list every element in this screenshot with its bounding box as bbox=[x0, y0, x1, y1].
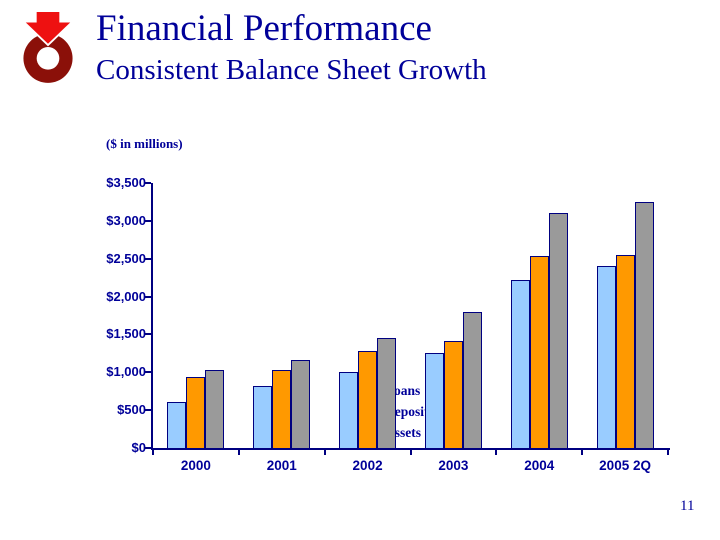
bar-loans-2004 bbox=[510, 279, 530, 448]
y-axis-tick-label: $3,500 bbox=[106, 175, 146, 190]
x-axis-tick bbox=[495, 450, 498, 455]
bar-loans-2000 bbox=[167, 401, 187, 448]
bar-assets-2002 bbox=[377, 338, 397, 448]
bar-loans-2003 bbox=[424, 352, 444, 448]
bar-deposits-2001 bbox=[272, 370, 292, 448]
logo-ring-hole bbox=[36, 47, 60, 70]
y-axis-tick-label: $2,500 bbox=[106, 250, 146, 266]
x-axis-tick-label: 2001 bbox=[266, 458, 297, 473]
y-axis-tick-label: $1,500 bbox=[106, 326, 146, 342]
bar-deposits-2005-2q bbox=[615, 254, 635, 448]
y-axis-tick-label: $3,000 bbox=[106, 212, 146, 228]
bar-assets-2000 bbox=[205, 370, 225, 448]
x-axis-tick-label: 2005 2Q bbox=[599, 458, 651, 473]
y-axis-tick-label: $500 bbox=[117, 402, 146, 418]
company-logo-icon bbox=[21, 10, 75, 83]
x-axis-tick bbox=[152, 450, 154, 455]
y-axis-tick bbox=[145, 371, 151, 374]
x-axis-tick bbox=[667, 450, 669, 455]
bar-deposits-2002 bbox=[358, 351, 378, 448]
bar-assets-2003 bbox=[462, 312, 482, 448]
bar-deposits-2000 bbox=[186, 376, 206, 448]
y-axis-tick-label: $1,000 bbox=[106, 364, 146, 380]
bar-loans-2005-2q bbox=[596, 265, 616, 448]
y-axis-tick bbox=[145, 447, 151, 449]
x-axis-tick-label: 2003 bbox=[438, 458, 469, 473]
y-axis-tick bbox=[145, 333, 151, 336]
y-axis-tick bbox=[145, 409, 151, 412]
bar-assets-2001 bbox=[291, 360, 311, 448]
x-axis-tick-label: 2004 bbox=[524, 458, 555, 473]
bar-loans-2001 bbox=[253, 385, 273, 448]
x-axis-tick-label: 2000 bbox=[180, 458, 211, 473]
bar-deposits-2004 bbox=[529, 256, 549, 448]
x-axis-tick bbox=[581, 450, 584, 455]
x-axis-line bbox=[151, 448, 670, 450]
y-axis-tick-label: $2,000 bbox=[106, 288, 146, 304]
y-axis-tick bbox=[145, 182, 151, 184]
bar-assets-2004 bbox=[548, 213, 568, 448]
bar-deposits-2003 bbox=[443, 340, 463, 448]
y-axis-line bbox=[151, 183, 153, 450]
x-axis-tick bbox=[237, 450, 240, 455]
x-axis-tick bbox=[323, 450, 326, 455]
y-axis-tick bbox=[145, 295, 151, 298]
plot-area: Loans Deposits Assets bbox=[145, 182, 670, 455]
slide-title: Financial Performance bbox=[96, 8, 432, 49]
y-axis-tick bbox=[145, 257, 151, 260]
x-axis-tick-label: 2002 bbox=[352, 458, 383, 473]
y-axis-labels: $0 $500 $1,000 $1,500 $2,000 $2,500 $3,000 $3,5… bbox=[58, 175, 146, 455]
x-axis-tick bbox=[409, 450, 412, 455]
logo-arrow-icon bbox=[21, 10, 75, 47]
x-axis-labels: 2000 2001 2002 2003 2004 2005 2Q bbox=[153, 458, 668, 478]
bar-loans-2002 bbox=[339, 372, 359, 448]
y-axis-tick bbox=[145, 219, 151, 222]
bar-assets-2005-2q bbox=[634, 201, 654, 448]
slide-subtitle: Consistent Balance Sheet Growth bbox=[96, 54, 487, 86]
legend-label: Deposits bbox=[385, 403, 434, 419]
page-number: 11 bbox=[680, 498, 695, 514]
y-axis-tick-label: $0 bbox=[131, 440, 146, 455]
chart-units-label: ($ in millions) bbox=[106, 136, 183, 151]
